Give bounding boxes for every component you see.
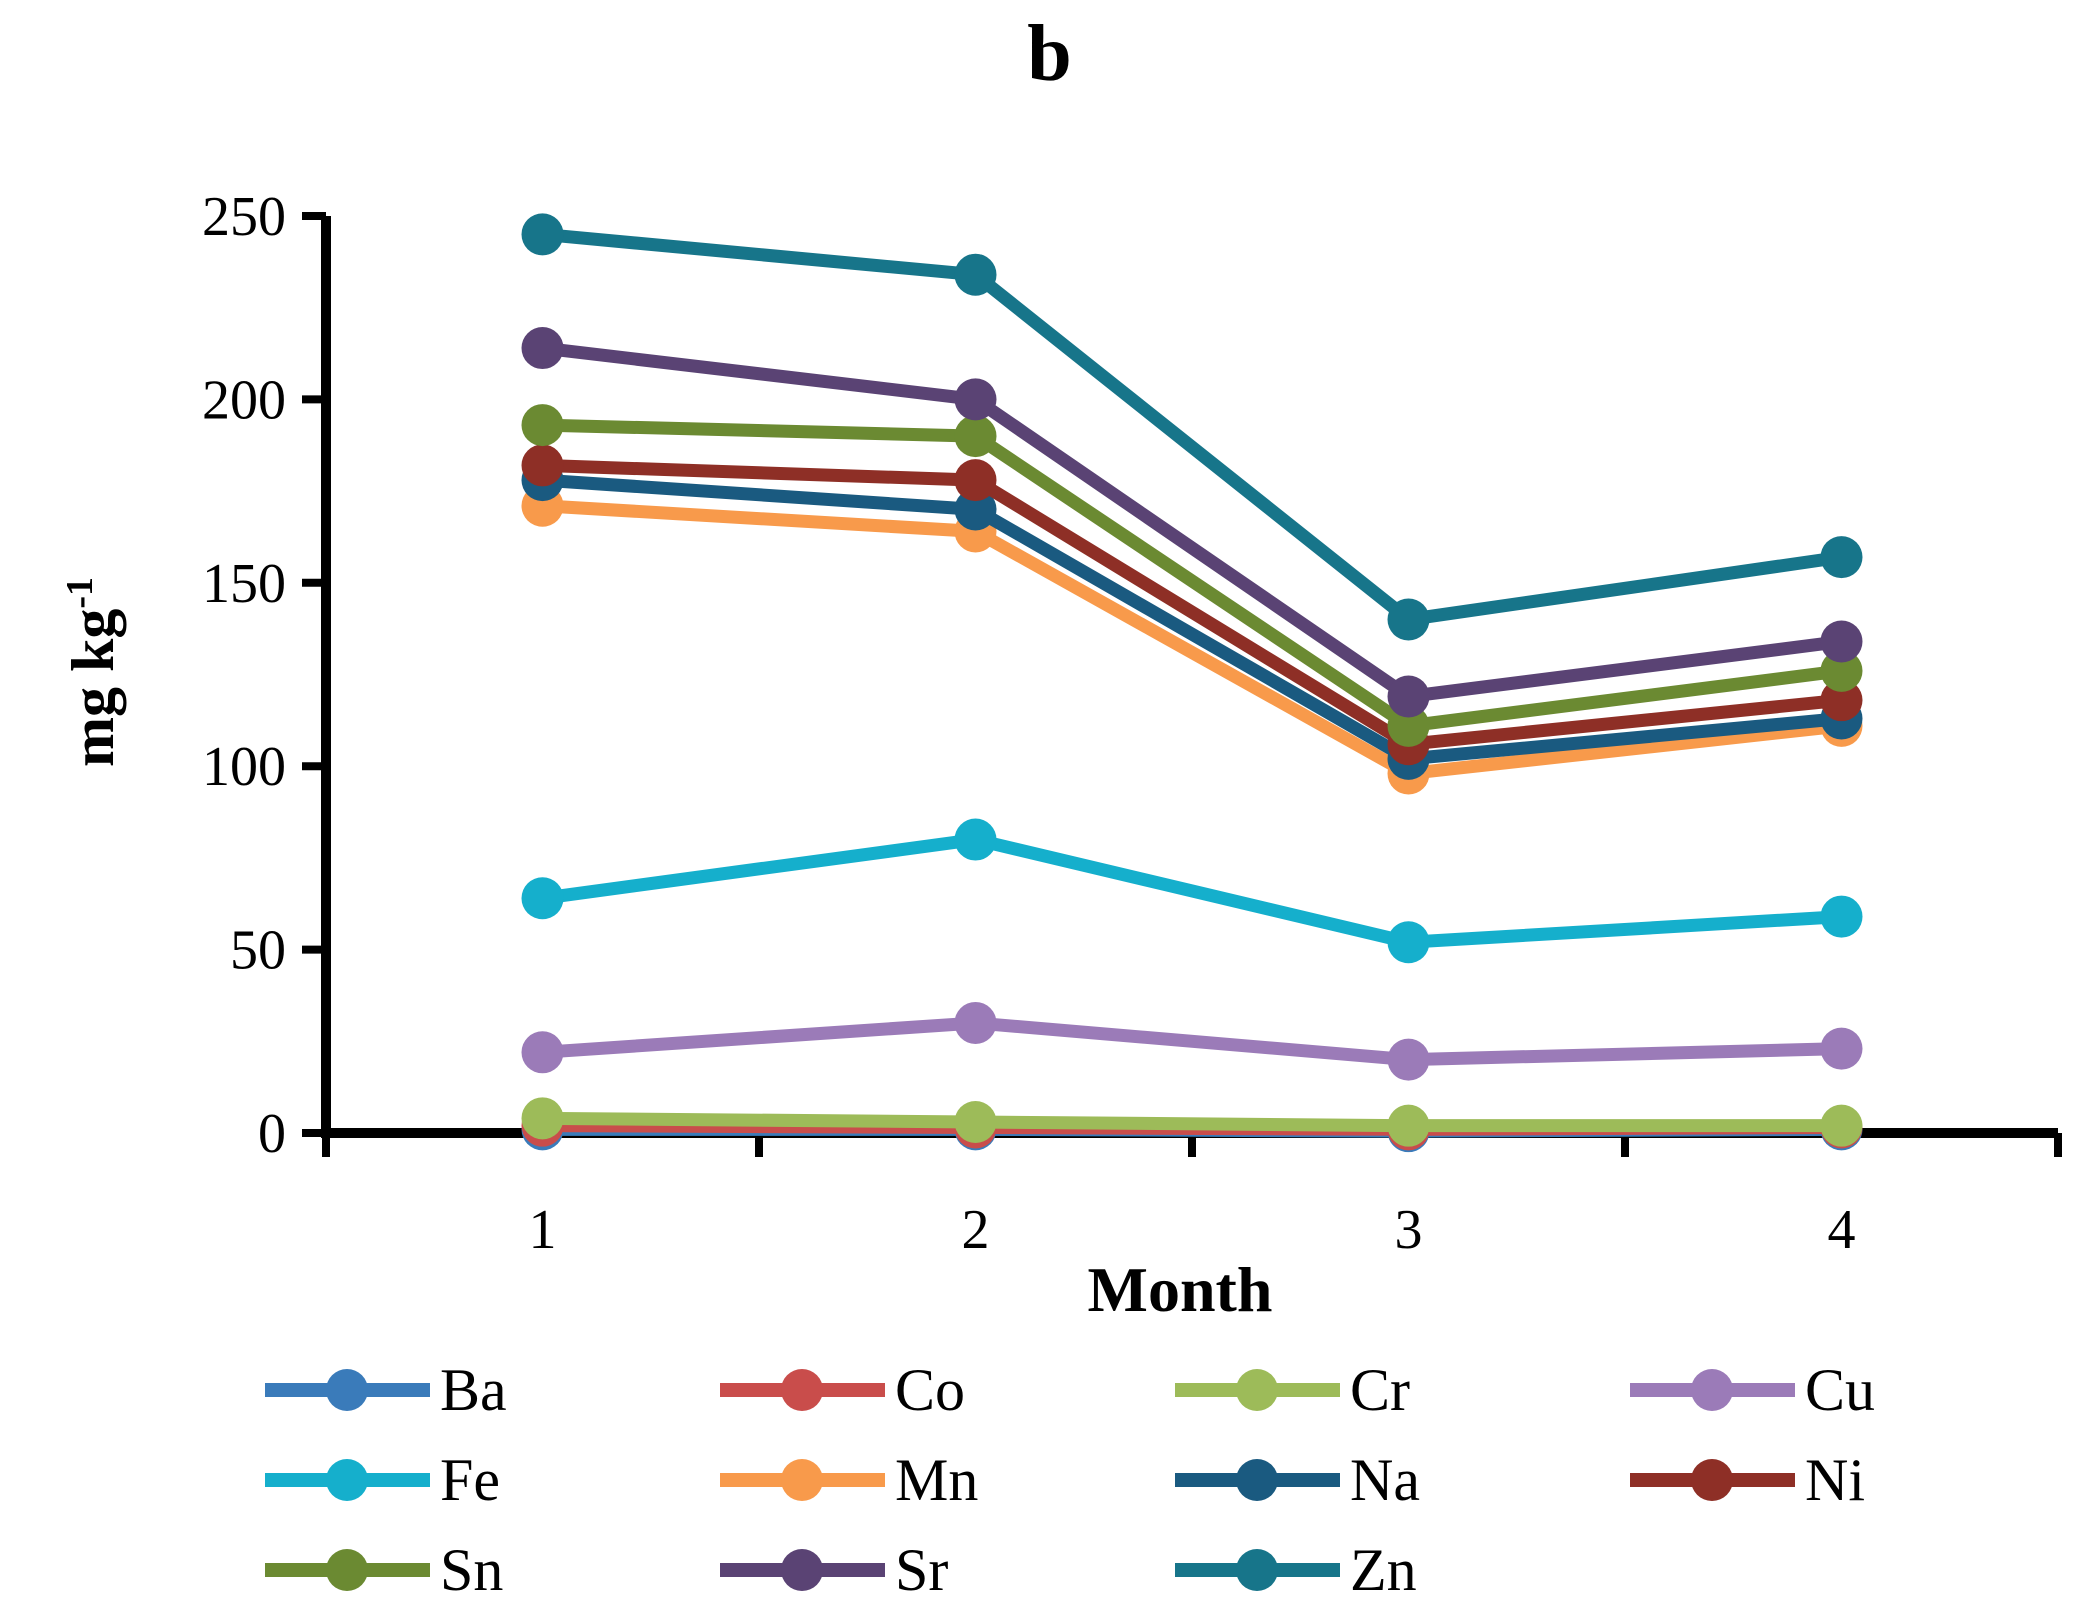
data-point-marker-Cu-month-1 [521, 1031, 564, 1074]
legend-swatch-Ba [265, 1369, 430, 1411]
series-line-Sn [542, 418, 1843, 733]
y-tick-label: 250 [202, 186, 286, 248]
x-axis-title: Month [1087, 1254, 1273, 1325]
series-line-Sr [541, 341, 1843, 704]
legend-swatch-Co [720, 1369, 885, 1411]
legend-marker-icon [781, 1549, 823, 1591]
data-point-marker-Ni-month-4 [1820, 679, 1863, 722]
legend-swatch-Mn [720, 1459, 885, 1501]
y-tick-label: 0 [258, 1103, 286, 1165]
data-point-marker-Ni-month-2 [954, 459, 997, 502]
x-tick-label: 2 [962, 1199, 990, 1261]
data-point-marker-Cr-month-3 [1387, 1104, 1430, 1147]
legend-marker-icon [1236, 1549, 1278, 1591]
legend-label-Zn: Zn [1350, 1537, 1417, 1603]
legend-marker-icon [781, 1459, 823, 1501]
legend-item-Co: Co [720, 1345, 1175, 1435]
y-tick-label: 100 [202, 736, 286, 798]
legend-swatch-Fe [265, 1459, 430, 1501]
x-tick-label: 3 [1395, 1199, 1423, 1261]
legend-label-Na: Na [1350, 1447, 1420, 1513]
legend-swatch-Zn [1175, 1549, 1340, 1591]
data-point-marker-Sr-month-2 [954, 378, 997, 421]
series-line-Fe [541, 832, 1842, 949]
legend-marker-icon [1236, 1369, 1278, 1411]
series-line-Na [542, 473, 1843, 766]
data-point-marker-Cu-month-4 [1820, 1027, 1863, 1070]
data-point-marker-Sn-month-3 [1387, 704, 1430, 747]
legend-marker-icon [326, 1549, 368, 1591]
legend-label-Cr: Cr [1350, 1357, 1410, 1423]
legend-label-Ba: Ba [440, 1357, 507, 1423]
legend-item-Na: Na [1175, 1435, 1630, 1525]
data-point-marker-Fe-month-4 [1820, 895, 1863, 938]
x-tick-label: 1 [529, 1199, 557, 1261]
legend-label-Sn: Sn [440, 1537, 504, 1603]
data-point-marker-Sn-month-2 [954, 415, 997, 458]
legend-swatch-Cr [1175, 1369, 1340, 1411]
data-point-marker-Zn-month-4 [1820, 536, 1863, 579]
legend-swatch-Cu [1630, 1369, 1795, 1411]
data-point-marker-Cu-month-3 [1387, 1038, 1430, 1081]
legend-marker-icon [781, 1369, 823, 1411]
data-point-marker-Cu-month-2 [954, 1001, 997, 1044]
legend-swatch-Sr [720, 1549, 885, 1591]
y-tick-label: 150 [202, 553, 286, 615]
legend-swatch-Sn [265, 1549, 430, 1591]
legend-marker-icon [1691, 1369, 1733, 1411]
legend-item-Sr: Sr [720, 1525, 1175, 1615]
data-point-marker-Fe-month-2 [954, 818, 997, 861]
legend-label-Cu: Cu [1805, 1357, 1876, 1423]
legend-label-Ni: Ni [1805, 1447, 1865, 1513]
legend-item-Cu: Cu [1630, 1345, 2085, 1435]
data-point-marker-Zn-month-2 [954, 253, 997, 296]
series-line-Zn [541, 227, 1843, 627]
data-point-marker-Sr-month-3 [1387, 675, 1430, 718]
data-point-marker-Ni-month-1 [521, 444, 564, 487]
data-point-marker-Cr-month-2 [954, 1100, 997, 1143]
legend-marker-icon [1691, 1459, 1733, 1501]
x-tick-label: 4 [1828, 1199, 1856, 1261]
series-line-Cu [542, 1016, 1842, 1067]
data-point-marker-Sn-month-4 [1820, 649, 1863, 692]
legend-label-Mn: Mn [895, 1447, 979, 1513]
y-tick-label: 50 [230, 920, 286, 982]
series-line-Mn [542, 499, 1843, 781]
data-point-marker-Cr-month-4 [1820, 1104, 1863, 1147]
series-line-Cr [542, 1111, 1842, 1133]
legend-marker-icon [1236, 1459, 1278, 1501]
y-tick-label: 200 [202, 369, 286, 431]
legend-item-Ba: Ba [265, 1345, 720, 1435]
data-point-marker-Sn-month-1 [521, 404, 564, 447]
data-point-marker-Zn-month-3 [1387, 598, 1430, 641]
data-point-marker-Fe-month-3 [1387, 921, 1430, 964]
legend-item-Mn: Mn [720, 1435, 1175, 1525]
data-point-marker-Fe-month-1 [521, 877, 564, 920]
legend-label-Fe: Fe [440, 1447, 500, 1513]
data-point-marker-Sr-month-4 [1820, 620, 1863, 663]
legend-swatch-Na [1175, 1459, 1340, 1501]
legend-label-Co: Co [895, 1357, 966, 1423]
chart-title: b [1027, 10, 1072, 98]
data-point-marker-Cr-month-1 [521, 1097, 564, 1140]
series-line-Ni [542, 458, 1843, 751]
legend-swatch-Ni [1630, 1459, 1795, 1501]
legend-item-Zn: Zn [1175, 1525, 1630, 1615]
legend-marker-icon [326, 1459, 368, 1501]
legend-item-Fe: Fe [265, 1435, 720, 1525]
legend-label-Sr: Sr [895, 1537, 949, 1603]
legend-item-Cr: Cr [1175, 1345, 1630, 1435]
plot-area: 0 50 100 150 200 250 1 2 3 4 [202, 186, 2062, 1261]
legend-marker-icon [326, 1369, 368, 1411]
legend-item-Sn: Sn [265, 1525, 720, 1615]
legend-item-Ni: Ni [1630, 1435, 2085, 1525]
data-point-marker-Sr-month-1 [521, 327, 564, 370]
data-point-marker-Zn-month-1 [521, 213, 564, 256]
legend: Ba Co Cr Cu Fe Mn Na Ni Sn Sr Zn [265, 1345, 2085, 1615]
data-point-marker-Na-month-2 [954, 488, 997, 531]
